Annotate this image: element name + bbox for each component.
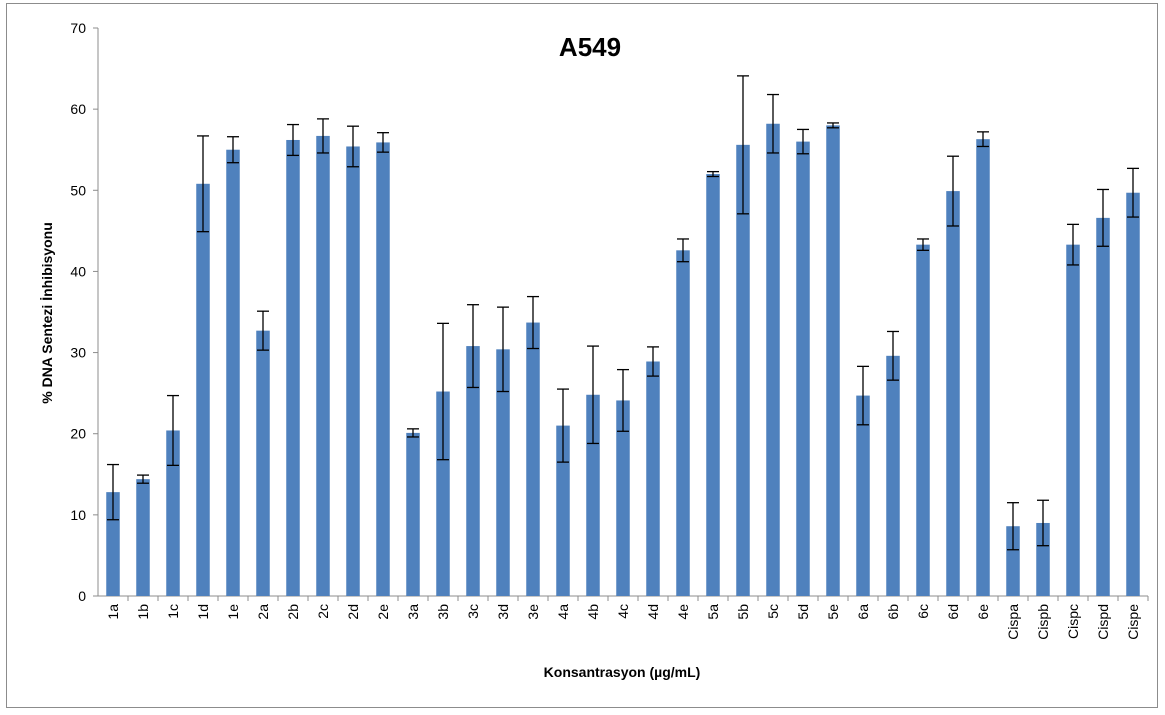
bar [166,430,180,596]
y-axis-title: % DNA Sentezi İnhibisyonu [39,222,55,404]
x-tick-label: 1b [135,604,151,620]
x-tick-label: 4c [615,604,631,619]
y-ticks-group: 0 10 20 30 40 50 60 70 [70,20,98,604]
x-tick-label: 5e [825,604,841,620]
bar [676,250,690,596]
y-tick-label: 0 [78,588,86,604]
y-tick-label: 40 [70,263,86,279]
bar [556,425,570,596]
x-tick-label: 6d [945,604,961,620]
x-tick-label: Cispd [1095,604,1111,640]
bar [796,141,810,596]
x-tick-label: 1d [195,604,211,620]
bar [106,492,120,596]
y-tick-label: 30 [70,345,86,361]
x-tick-label: 4b [585,604,601,620]
x-tick-label: 3a [405,604,421,620]
error-bars-group [107,75,1139,551]
y-tick-label: 70 [70,20,86,36]
bar [886,355,900,596]
x-tick-label: 2d [345,604,361,620]
bar [946,191,960,596]
bar [496,349,510,596]
x-tick-label: Cispb [1035,604,1051,640]
bar [466,346,480,596]
bar [976,139,990,596]
x-tick-label: 5d [795,604,811,620]
x-tick-label: 5b [735,604,751,620]
bars-group [106,123,1140,597]
bar [766,123,780,597]
bar [346,146,360,596]
x-tick-label: 2e [375,604,391,620]
x-tick-label: 5c [765,604,781,619]
y-tick-label: 10 [70,507,86,523]
x-tick-label: 3c [465,604,481,619]
bar [316,135,330,597]
x-tick-label: 1a [105,604,121,620]
x-tick-label: 2b [285,604,301,620]
x-tick-label: 3b [435,604,451,620]
bar [376,142,390,596]
x-axis-title: Konsantrasyon (µg/mL) [544,664,701,680]
chart-title: A549 [559,32,621,62]
bar [436,391,450,596]
x-tick-label: 2a [255,604,271,620]
x-tick-label: 4d [645,604,661,620]
y-tick-label: 60 [70,101,86,117]
x-tick-label: 2c [315,604,331,619]
bar [1096,217,1110,597]
bar [406,432,420,596]
x-tick-label: 6a [855,604,871,620]
bar [1126,192,1140,596]
x-tick-label: Cispc [1065,604,1081,639]
y-tick-label: 50 [70,182,86,198]
x-tick-label: 6e [975,604,991,620]
x-tick-label: 5a [705,604,721,620]
x-tick-label: 3d [495,604,511,620]
bar [586,394,600,596]
bar [1066,244,1080,596]
bar [1006,526,1020,596]
bar [226,149,240,596]
bar [706,174,720,597]
bar [916,244,930,596]
bar [856,395,870,596]
x-tick-label: 1c [165,604,181,619]
bar [136,479,150,596]
x-tick-label: 6b [885,604,901,620]
bar [256,330,270,596]
bar [826,125,840,596]
x-tick-label: 4e [675,604,691,620]
x-ticks-group: 1a 1b 1c 1d 1e 2a 2b 2c 2d 2e 3a 3b 3c 3d 3e 4a 4b 4c 4d 4e… [105,596,1149,640]
bar [196,183,210,596]
bar [1036,522,1050,596]
bar [616,400,630,596]
x-tick-label: 6c [915,604,931,619]
bar [286,139,300,596]
bar [736,144,750,597]
x-tick-label: 3e [525,604,541,620]
x-tick-label: 1e [225,604,241,620]
y-tick-label: 20 [70,426,86,442]
x-tick-label: 4a [555,604,571,620]
bar [526,322,540,596]
x-tick-label: Cispe [1125,604,1141,640]
x-tick-label: Cispa [1005,604,1021,640]
bar [646,361,660,596]
